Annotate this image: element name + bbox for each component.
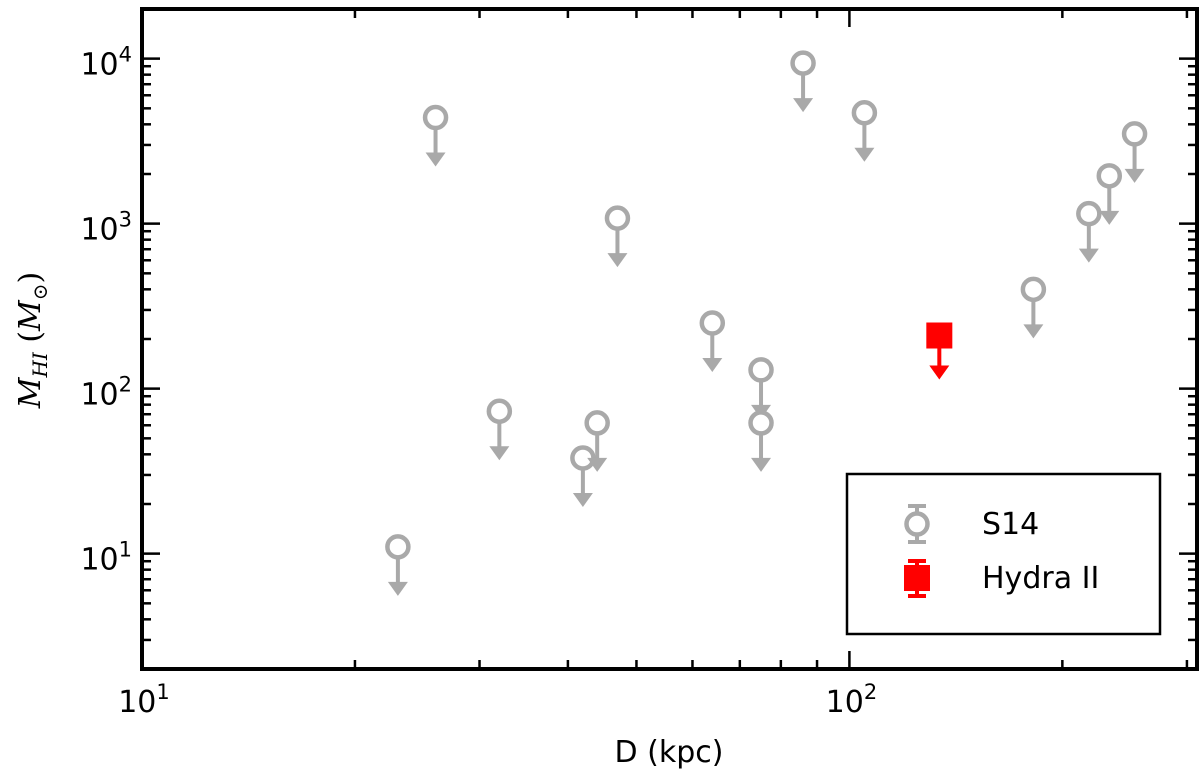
upper-limit-arrow [1023,300,1044,339]
open-circle-marker [486,398,513,424]
arrow-head [489,446,510,461]
arrow-head [751,457,772,472]
open-circle-marker [851,100,878,126]
arrow-head [425,152,446,167]
legend: S14 Hydra II [845,472,1162,636]
legend-label-hydra-ii: Hydra II [982,561,1099,596]
data-points [385,50,1148,596]
upper-limit-arrow [1078,224,1099,263]
y-axis-label: MHI (M⊙) [13,272,52,410]
point-s14 [1096,163,1123,225]
arrow-head [587,457,608,472]
arrow-head [854,147,875,162]
arrow-head [929,365,950,380]
point-s14 [385,534,411,596]
legend-label-s14: S14 [982,507,1039,542]
open-circle-marker [748,357,774,383]
x-tick-labels: 101 102 [118,680,877,720]
arrow-head [387,581,408,596]
upper-limit-arrow [607,229,628,268]
open-circle-marker [1020,276,1047,303]
upper-limit-arrow [1124,144,1145,183]
arrow-head [1099,210,1120,225]
arrow-head [1124,168,1145,183]
arrow-head [607,253,628,268]
open-circle-marker [1121,121,1148,147]
upper-limit-arrow [425,128,446,167]
point-s14 [790,50,816,113]
upper-limit-arrow [489,422,510,461]
x-axis-label: D (kpc) [615,735,724,770]
open-circle-marker [748,410,774,436]
upper-limit-arrow [1099,186,1120,225]
point-s14 [748,410,774,472]
open-circle-marker [699,310,726,336]
upper-limit-arrow [854,123,875,162]
upper-limit-arrow [751,433,772,472]
open-circle-marker [385,534,411,560]
arrow-head [572,493,593,508]
open-circle-marker [790,50,816,76]
legend-marker-s14 [904,504,930,544]
point-s14 [486,398,513,461]
point-s14 [1121,121,1148,183]
point-hydra-ii [926,322,953,380]
point-s14 [584,410,610,472]
legend-box [845,472,1162,636]
legend-open-circle [904,511,930,537]
point-s14 [1076,200,1102,263]
upper-limit-arrow [587,433,608,472]
open-circle-marker [1096,163,1123,189]
upper-limit-arrow [929,345,950,380]
open-circle-marker [584,410,610,436]
open-circle-marker [422,104,449,131]
point-s14 [422,104,449,167]
x-tick-label: 101 [118,680,170,720]
y-tick-labels: 101 102 103 104 [80,43,132,578]
open-circle-marker [1076,200,1102,227]
upper-limit-arrow [387,557,408,596]
upper-limit-arrow [572,469,593,508]
legend-marker-hydra-ii [904,559,930,598]
y-tick-label: 102 [80,373,132,413]
legend-filled-square [904,565,930,591]
x-tick-label: 102 [826,680,878,720]
arrow-head [702,358,723,373]
arrow-head [1078,248,1099,263]
y-tick-label: 103 [80,208,132,248]
open-circle-marker [604,205,631,231]
upper-limit-arrow [702,334,723,373]
filled-square-marker [926,322,953,349]
upper-limit-arrow [793,74,814,113]
point-s14 [851,100,878,162]
point-s14 [604,205,631,268]
y-tick-label: 101 [80,538,132,578]
y-tick-label: 104 [80,43,132,83]
point-s14 [1020,276,1047,339]
point-s14 [570,445,596,508]
arrow-head [1023,324,1044,339]
point-s14 [748,357,774,419]
arrow-head [793,98,814,113]
plot-frame [140,7,1199,671]
point-s14 [699,310,726,373]
